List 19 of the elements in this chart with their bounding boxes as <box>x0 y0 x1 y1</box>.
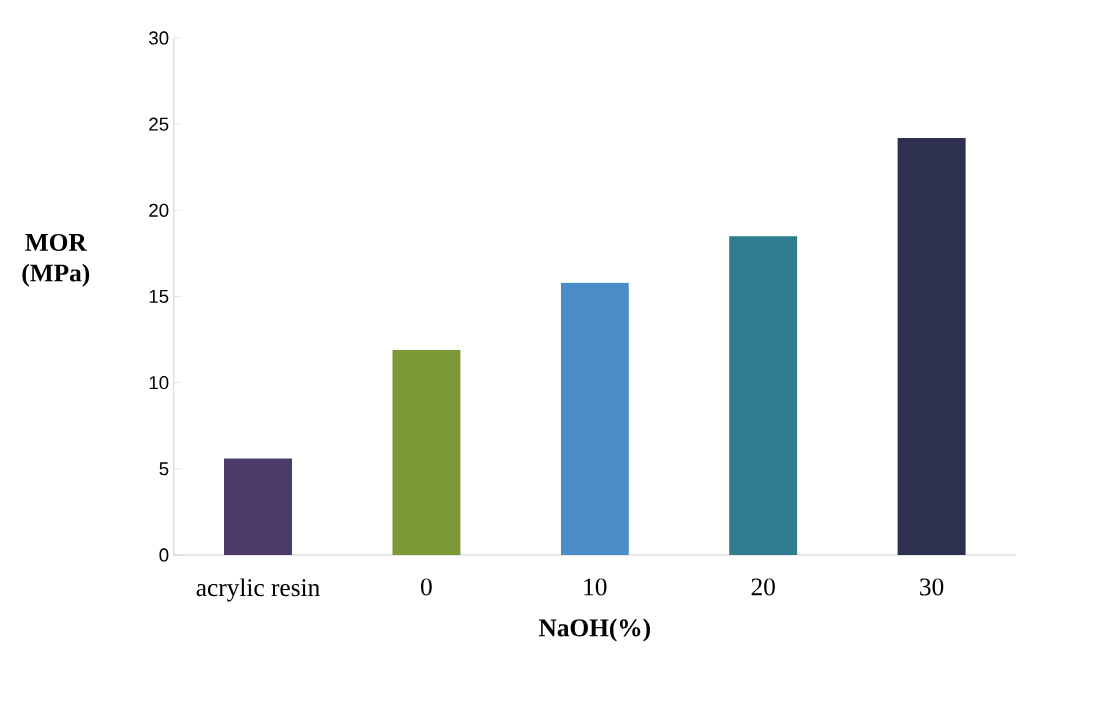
x-axis-title: NaOH(%) <box>538 618 650 642</box>
y-tick-label: 20 <box>149 203 169 217</box>
bar <box>560 282 629 555</box>
y-tick-label: 0 <box>159 548 169 562</box>
bar <box>729 236 798 555</box>
y-tick-label: 15 <box>149 289 169 304</box>
x-tick-label: 30 <box>920 578 944 596</box>
y-tick-label: 30 <box>149 31 169 45</box>
bar <box>897 137 966 555</box>
x-tick-label: 20 <box>751 578 775 596</box>
x-tick-label: 10 <box>584 578 607 596</box>
x-tick-label: 0 <box>421 578 432 596</box>
y-tick-label: 25 <box>149 117 169 131</box>
y-axis-title: MOR (MPa) <box>22 233 90 287</box>
x-tick-label: acrylic resin <box>196 578 320 602</box>
y-tick-label: 5 <box>159 462 169 476</box>
bar <box>392 349 461 555</box>
y-tick-label: 10 <box>149 376 169 390</box>
bar <box>224 458 293 555</box>
